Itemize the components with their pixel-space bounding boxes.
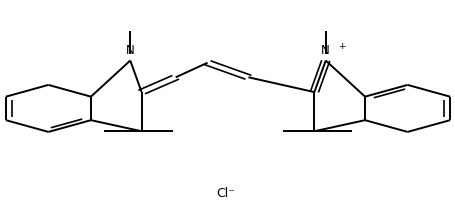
Text: +: + — [338, 42, 345, 51]
Text: Cl⁻: Cl⁻ — [216, 187, 235, 200]
Text: N: N — [321, 44, 329, 57]
Text: N: N — [126, 44, 134, 57]
